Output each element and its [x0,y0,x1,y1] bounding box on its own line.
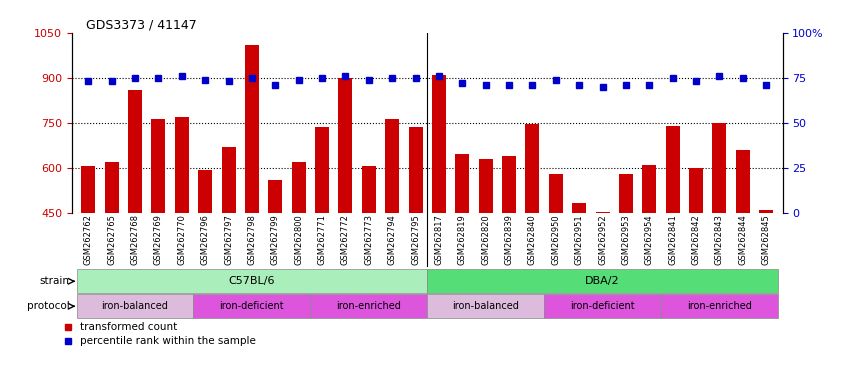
Text: GSM262843: GSM262843 [715,214,724,265]
Bar [642,165,656,348]
Text: GSM262765: GSM262765 [107,214,116,265]
Text: GDS3373 / 41147: GDS3373 / 41147 [86,18,197,31]
Bar [427,294,544,318]
Bar [712,123,727,348]
Bar [689,168,703,348]
Text: GSM262773: GSM262773 [365,214,373,265]
Bar [544,294,661,318]
Text: GSM262795: GSM262795 [411,214,420,265]
Bar [455,154,470,348]
Bar [151,119,166,348]
Bar [198,169,212,348]
Bar [549,174,563,348]
Text: GSM262798: GSM262798 [247,214,256,265]
Bar [427,269,777,293]
Text: GSM262952: GSM262952 [598,214,607,265]
Bar [759,210,773,348]
Text: percentile rank within the sample: percentile rank within the sample [80,336,256,346]
Text: iron-balanced: iron-balanced [453,301,519,311]
Bar [596,212,610,348]
Text: transformed count: transformed count [80,322,178,333]
Bar [409,127,422,348]
Bar [310,294,427,318]
Bar [77,269,427,293]
Text: protocol: protocol [27,301,69,311]
Text: GSM262820: GSM262820 [481,214,490,265]
Text: iron-balanced: iron-balanced [102,301,168,311]
Bar [619,174,633,348]
Bar [338,78,353,348]
Text: GSM262768: GSM262768 [130,214,140,265]
Bar [432,75,446,348]
Text: GSM262951: GSM262951 [574,214,584,265]
Text: GSM262796: GSM262796 [201,214,210,265]
Text: GSM262762: GSM262762 [84,214,93,265]
Text: GSM262819: GSM262819 [458,214,467,265]
Bar [194,294,310,318]
Text: GSM262844: GSM262844 [739,214,747,265]
Bar [502,156,516,348]
Bar [105,162,118,348]
Text: GSM262797: GSM262797 [224,214,233,265]
Bar [666,126,679,348]
Text: iron-deficient: iron-deficient [570,301,634,311]
Bar [661,294,777,318]
Text: GSM262842: GSM262842 [691,214,700,265]
Text: GSM262817: GSM262817 [434,214,443,265]
Text: iron-enriched: iron-enriched [337,301,401,311]
Bar [77,294,194,318]
Bar [736,150,750,348]
Text: GSM262772: GSM262772 [341,214,350,265]
Text: GSM262771: GSM262771 [317,214,327,265]
Bar [128,90,142,348]
Text: C57BL/6: C57BL/6 [228,276,275,286]
Bar [572,203,586,348]
Text: iron-enriched: iron-enriched [687,301,752,311]
Bar [525,124,540,348]
Bar [175,118,189,348]
Text: GSM262800: GSM262800 [294,214,303,265]
Text: iron-deficient: iron-deficient [220,301,284,311]
Bar [244,45,259,348]
Text: GSM262839: GSM262839 [504,214,514,265]
Text: DBA/2: DBA/2 [585,276,620,286]
Text: GSM262770: GSM262770 [178,214,186,265]
Bar [81,167,96,348]
Text: GSM262845: GSM262845 [761,214,771,265]
Bar [222,147,235,348]
Bar [268,180,283,348]
Text: GSM262799: GSM262799 [271,214,280,265]
Text: GSM262769: GSM262769 [154,214,163,265]
Bar [362,166,376,348]
Text: GSM262954: GSM262954 [645,214,654,265]
Text: GSM262794: GSM262794 [387,214,397,265]
Text: strain: strain [40,276,69,286]
Bar [479,159,492,348]
Text: GSM262841: GSM262841 [668,214,677,265]
Bar [292,162,305,348]
Text: GSM262840: GSM262840 [528,214,537,265]
Bar [315,127,329,348]
Text: GSM262953: GSM262953 [622,214,630,265]
Text: GSM262950: GSM262950 [552,214,560,265]
Bar [385,119,399,348]
